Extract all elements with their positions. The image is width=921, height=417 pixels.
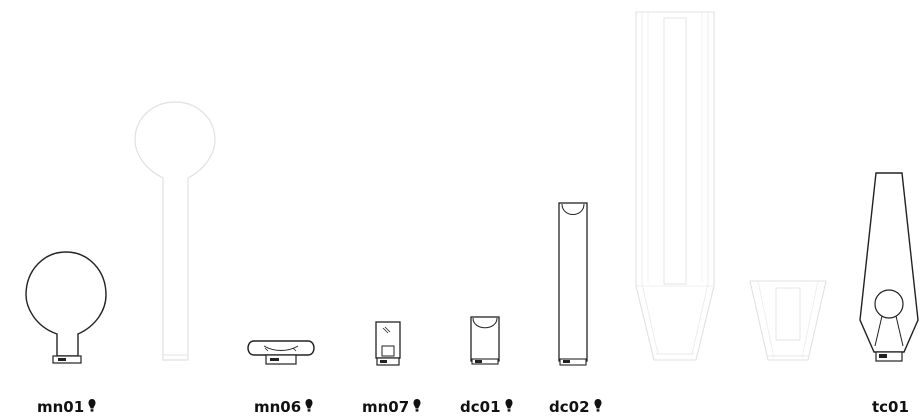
product-name: dc01	[460, 398, 501, 416]
product-label-dc01[interactable]: dc01	[460, 398, 513, 417]
product-name: mn06	[254, 398, 302, 416]
lamp-dc02-drawing[interactable]	[557, 200, 589, 368]
product-name: tc01	[872, 398, 909, 416]
lamp-mn07-drawing[interactable]	[374, 320, 402, 368]
lamp-mn06-drawing[interactable]	[244, 338, 318, 368]
lamp-ghost-tall-column[interactable]	[634, 8, 716, 366]
bulb-icon	[88, 398, 96, 417]
product-label-mn01[interactable]: mn01	[37, 398, 96, 417]
product-label-mn06[interactable]: mn06	[254, 398, 313, 417]
bulb-icon	[505, 398, 513, 417]
lamp-dc01-drawing[interactable]	[469, 315, 501, 367]
lamp-tc01-drawing[interactable]	[858, 170, 920, 370]
lamp-mn01-drawing[interactable]	[24, 250, 114, 365]
product-name: mn01	[37, 398, 85, 416]
lamp-ghost-tall-round[interactable]	[133, 100, 219, 365]
lamp-ghost-short-shade[interactable]	[748, 278, 828, 366]
product-label-dc02[interactable]: dc02	[549, 398, 602, 417]
bulb-icon	[413, 398, 421, 417]
product-label-tc01[interactable]: tc01	[872, 398, 909, 416]
product-label-mn07[interactable]: mn07	[362, 398, 421, 417]
bulb-icon	[305, 398, 313, 417]
product-name: dc02	[549, 398, 590, 416]
bulb-icon	[594, 398, 602, 417]
product-name: mn07	[362, 398, 410, 416]
